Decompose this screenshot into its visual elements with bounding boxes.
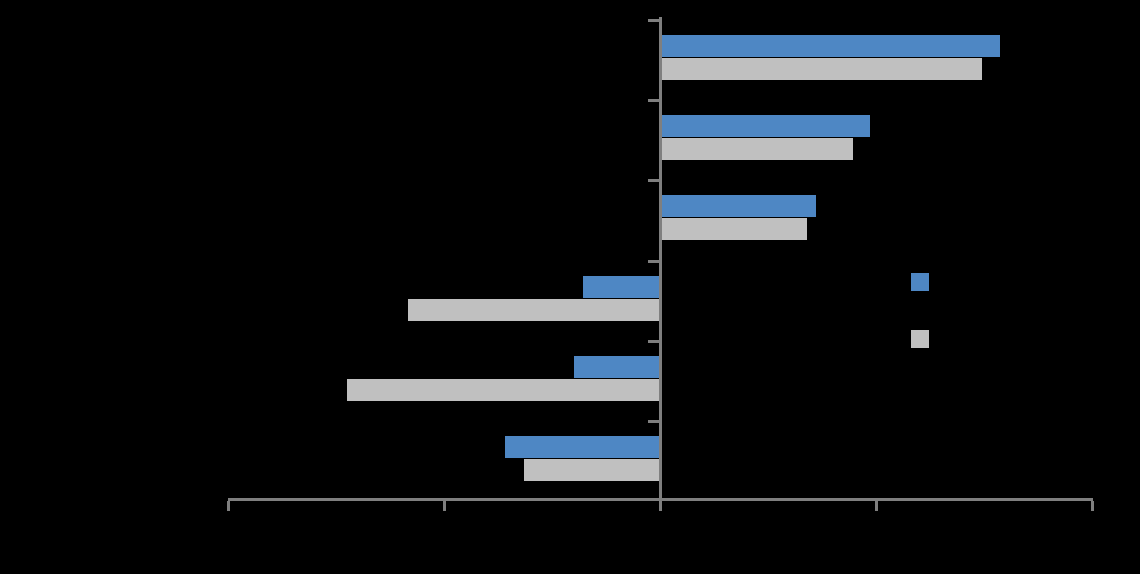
bar-gray-cat2 bbox=[662, 138, 853, 161]
bar-blue-cat5 bbox=[574, 355, 659, 378]
bar-gray-cat5 bbox=[347, 378, 659, 401]
bar-gray-cat1 bbox=[662, 58, 983, 80]
y-axis-tick-5 bbox=[648, 420, 659, 423]
x-axis-tick-4 bbox=[1091, 501, 1095, 511]
y-axis-tick-3 bbox=[648, 259, 659, 263]
bar-blue-cat6 bbox=[504, 436, 659, 458]
bar-blue-cat3 bbox=[662, 195, 817, 218]
bar-blue-cat1 bbox=[662, 35, 1000, 57]
y-axis-tick-1 bbox=[648, 99, 659, 103]
x-axis-tick-3 bbox=[875, 501, 879, 511]
x-axis-line bbox=[228, 498, 1093, 501]
bar-gray-cat4 bbox=[407, 298, 659, 321]
legend-swatch-gray-series bbox=[911, 330, 929, 348]
x-axis-tick-0 bbox=[226, 501, 230, 511]
bar-blue-cat2 bbox=[662, 115, 871, 138]
y-axis-tick-4 bbox=[648, 339, 659, 343]
y-axis-tick-0 bbox=[648, 19, 659, 22]
legend-swatch-blue-series bbox=[911, 273, 929, 291]
x-axis-tick-2 bbox=[659, 501, 662, 511]
bar-gray-cat3 bbox=[662, 218, 808, 241]
bar-blue-cat4 bbox=[582, 275, 659, 298]
y-axis-spine bbox=[659, 17, 662, 501]
x-axis-tick-1 bbox=[442, 501, 446, 511]
y-axis-tick-2 bbox=[648, 179, 659, 183]
bar-gray-cat6 bbox=[524, 459, 659, 481]
